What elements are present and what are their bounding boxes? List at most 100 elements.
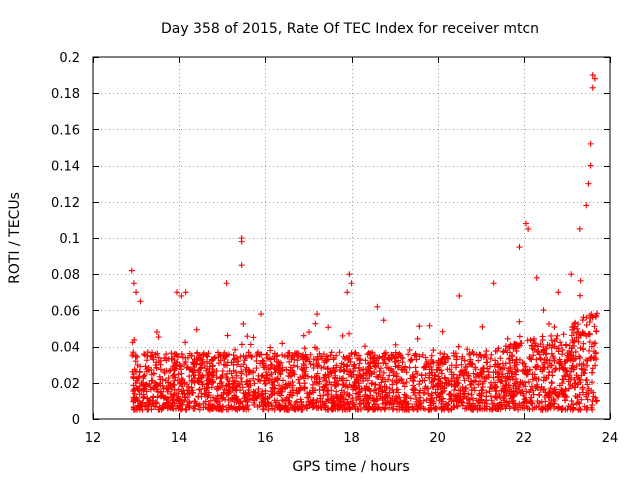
data-point [568,398,575,404]
data-point [452,393,459,400]
data-point [169,373,176,380]
data-point [171,377,178,384]
data-point [578,396,585,403]
data-point-peak [522,220,529,227]
data-point [157,366,164,373]
data-point [364,369,371,376]
data-point [543,350,550,357]
data-point [210,355,217,362]
data-point [168,350,175,357]
data-point [171,351,178,358]
data-point [400,380,407,387]
data-point-peak [314,311,321,318]
data-point [320,383,327,390]
data-point [480,378,487,385]
data-point [136,383,143,390]
data-point [289,392,296,399]
data-point [324,356,331,363]
data-point [504,335,511,342]
data-point [188,352,195,359]
data-point [325,356,332,363]
data-point [332,382,339,389]
data-point [579,386,586,393]
data-point [141,372,148,379]
data-point [130,349,137,356]
data-point [172,365,179,372]
data-point-peak [576,225,583,232]
data-point [535,391,542,398]
data-point [240,404,247,411]
data-point [474,402,481,409]
data-point [507,364,514,371]
x-tick-label: 12 [85,431,102,446]
data-point [573,363,580,370]
data-point [339,406,346,413]
data-point [283,381,289,388]
data-point [183,364,190,371]
data-point [250,375,257,382]
data-point [149,377,156,384]
data-point [548,344,555,351]
data-point [254,403,261,410]
data-point [414,406,421,413]
data-point [325,324,332,331]
data-point [236,382,243,389]
data-point [592,340,599,347]
data-point [328,393,335,400]
data-point [130,373,137,380]
data-point [546,389,553,396]
data-point [559,351,566,358]
data-point-peak [555,289,562,296]
data-point [506,374,513,381]
data-point [558,405,565,412]
data-point [334,402,341,409]
data-point [205,381,212,388]
data-point [179,405,186,412]
data-point [279,377,286,384]
data-point [572,355,579,362]
data-point [247,341,254,348]
data-point [372,363,379,370]
data-point [223,406,230,413]
data-point [586,312,593,319]
data-point [444,366,451,373]
data-point [519,404,526,411]
data-point [506,384,513,391]
data-point [141,350,148,357]
data-point [188,384,195,391]
data-point-peak [456,292,463,299]
data-point [341,402,348,409]
data-point [406,346,413,353]
data-point [478,387,485,394]
data-point [459,367,466,374]
data-point [165,356,172,363]
data-point [267,388,274,395]
data-point [403,379,410,386]
data-point [526,354,533,361]
data-point [571,320,578,327]
data-point [377,365,384,372]
data-point [169,399,176,406]
data-point [522,363,529,370]
data-point [526,366,533,373]
data-point-peak [589,84,596,91]
data-point [181,361,188,368]
data-point [323,381,330,388]
data-point [528,383,535,390]
data-point [364,386,371,393]
data-point [580,346,587,353]
data-point [471,404,478,411]
data-point [492,357,499,364]
data-point [408,356,415,363]
data-point [353,397,360,404]
data-point [401,383,408,390]
data-point [583,405,590,412]
data-point [142,363,149,370]
data-point-peak [589,72,596,79]
data-point [294,404,301,411]
data-point [508,352,515,359]
data-point [286,369,293,376]
data-point [327,352,334,359]
data-point [170,405,177,412]
